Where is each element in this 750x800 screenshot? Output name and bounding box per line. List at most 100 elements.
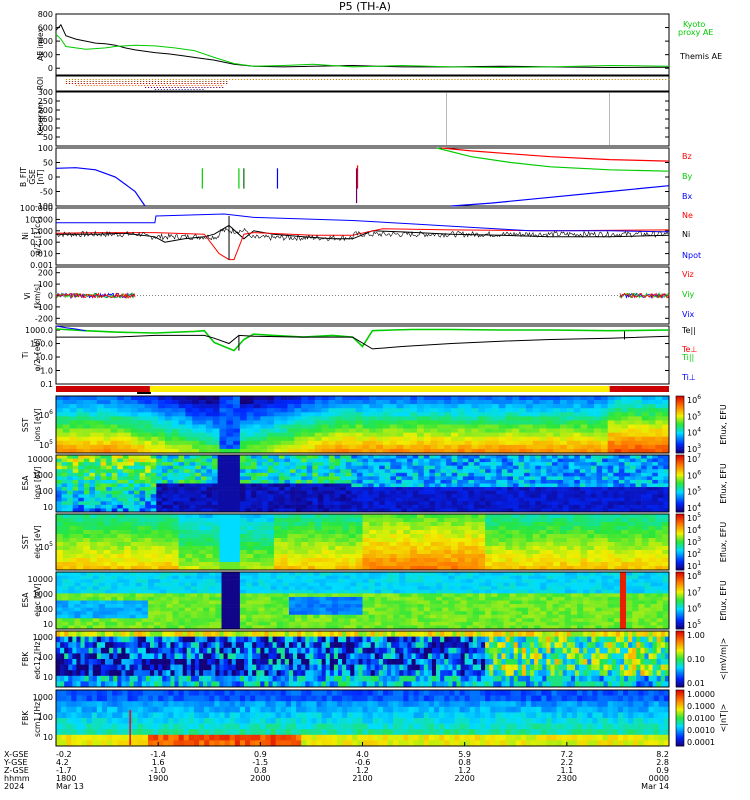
spec-cell xyxy=(600,416,608,421)
roi-mark xyxy=(168,87,170,88)
spec-cell xyxy=(335,530,343,535)
spec-cell xyxy=(607,436,615,442)
spec-cell xyxy=(260,538,268,543)
spec-cell xyxy=(205,432,213,438)
spec-cell xyxy=(329,476,335,481)
spec-cell xyxy=(96,550,104,555)
spec-cell xyxy=(423,490,430,495)
roi-mark xyxy=(146,85,149,86)
spec-cell xyxy=(103,514,111,519)
roi-mark xyxy=(386,79,388,80)
spec-cell xyxy=(373,487,380,491)
spec-cell xyxy=(457,465,464,470)
tick-label: -100 xyxy=(35,303,53,312)
spec-cell xyxy=(403,566,411,571)
spec-cell xyxy=(185,436,193,442)
spec-cell xyxy=(602,494,608,499)
spec-cell xyxy=(444,534,452,539)
spec-cell xyxy=(628,408,636,413)
spec-cell xyxy=(199,542,207,547)
spec-cell xyxy=(164,554,173,559)
spec-cell xyxy=(430,518,438,523)
spec-cell xyxy=(634,558,643,563)
spec-cell xyxy=(342,522,350,527)
spec-cell xyxy=(618,504,625,509)
spec-cell xyxy=(185,554,193,559)
spec-cell xyxy=(355,546,363,551)
spec-cell xyxy=(457,424,465,429)
spec-cell xyxy=(280,514,288,519)
spec-cell xyxy=(95,458,101,463)
roi-mark xyxy=(157,83,160,84)
spec-cell xyxy=(655,538,663,543)
spec-cell xyxy=(389,530,397,535)
spec-cell xyxy=(110,440,118,446)
spec-cell xyxy=(260,558,268,563)
spec-cell xyxy=(323,487,330,491)
spec-cell xyxy=(437,554,445,559)
roi-mark xyxy=(371,79,373,80)
spec-cell xyxy=(444,424,452,429)
spec-cell xyxy=(321,518,329,523)
spec-cell xyxy=(273,490,280,495)
spec-cell xyxy=(273,400,282,405)
spec-cell xyxy=(328,400,336,405)
spec-cell xyxy=(96,542,104,547)
panel-ylabel: GSE xyxy=(28,169,37,185)
spec-cell xyxy=(164,526,173,531)
spec-cell xyxy=(173,469,179,474)
spec-cell xyxy=(566,444,574,450)
spec-cell xyxy=(553,424,561,429)
spec-cell xyxy=(308,412,316,417)
spec-cell xyxy=(287,424,295,429)
spec-cell xyxy=(618,476,625,481)
spec-cell xyxy=(76,428,84,433)
spec-cell xyxy=(95,462,101,466)
spec-cell xyxy=(437,534,445,539)
spec-cell xyxy=(519,566,527,571)
spec-cell xyxy=(267,455,274,459)
spec-cell xyxy=(206,501,213,506)
spec-cell xyxy=(171,436,179,442)
spec-cell xyxy=(110,514,118,519)
spec-cell xyxy=(144,538,152,543)
spec-cell xyxy=(382,566,391,571)
colorbar-cell xyxy=(676,525,684,528)
spec-cell xyxy=(553,554,561,559)
spec-cell xyxy=(423,534,431,539)
spec-cell xyxy=(137,444,145,450)
spec-cell xyxy=(412,465,419,470)
spec-cell xyxy=(362,428,370,433)
spec-cell xyxy=(226,444,234,450)
spec-cell xyxy=(78,490,85,495)
spec-cell xyxy=(137,522,145,527)
spec-cell xyxy=(184,501,191,506)
spec-cell xyxy=(573,448,581,454)
spec-cell xyxy=(233,440,241,446)
roi-mark xyxy=(210,87,212,88)
spec-cell xyxy=(228,487,235,491)
spec-cell xyxy=(369,514,377,519)
roi-mark xyxy=(193,89,195,90)
spec-cell xyxy=(267,504,274,509)
spec-cell xyxy=(308,420,316,425)
spec-cell xyxy=(233,436,241,442)
spec-cell xyxy=(239,504,246,509)
spec-cell xyxy=(167,462,174,466)
spec-cell xyxy=(355,558,363,563)
roi-mark xyxy=(80,79,82,80)
spec-cell xyxy=(512,440,520,446)
spec-cell xyxy=(280,420,288,425)
spec-cell xyxy=(485,412,493,417)
spec-cell xyxy=(144,448,152,454)
roi-mark xyxy=(78,85,80,86)
spec-cell xyxy=(342,558,350,563)
spec-cell xyxy=(226,448,234,454)
roi-mark xyxy=(75,85,77,86)
spec-cell xyxy=(280,538,288,543)
spec-cell xyxy=(418,504,425,509)
spec-cell xyxy=(579,508,586,513)
spec-cell xyxy=(410,432,418,438)
spec-cell xyxy=(295,487,302,491)
spec-cell xyxy=(290,504,296,509)
